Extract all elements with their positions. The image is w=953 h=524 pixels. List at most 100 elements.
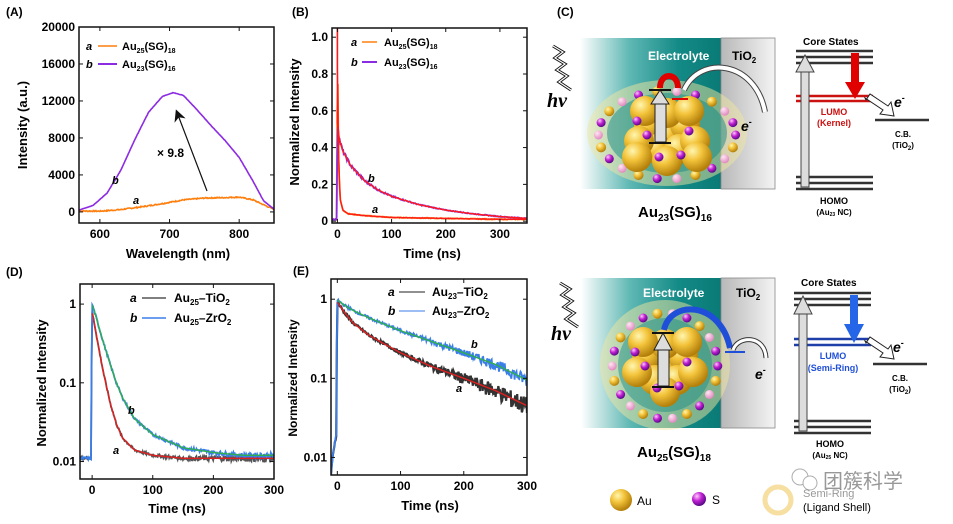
y-tick-label: 0.2 <box>311 177 328 191</box>
series-a-fit <box>336 302 527 407</box>
panel-d-frame <box>79 283 275 480</box>
ring-legend-line1: Semi-Ring <box>803 488 854 500</box>
lumo-label: LUMO <box>821 107 848 117</box>
ligand-atom <box>706 96 717 107</box>
s-atom-icon <box>692 492 706 506</box>
s-atom <box>684 126 694 136</box>
curve-label-a: a <box>456 383 462 395</box>
legend-label-b: Au23(SG)16 <box>384 57 438 71</box>
s-atom <box>632 116 642 126</box>
ligand-atom <box>638 313 648 323</box>
panel-e-ylabel: Normalized Intensity <box>286 319 300 437</box>
ligand-atom <box>704 333 714 342</box>
ligand-atom <box>652 174 662 184</box>
core-states-label: Core States <box>801 278 857 289</box>
series-a-fit <box>336 28 527 221</box>
y-tick-label: 0 <box>68 205 75 219</box>
homo-sub-label: (Au23 NC) <box>816 208 852 218</box>
injection-arrow-icon <box>863 93 895 117</box>
panel-a-legend: a Au25(SG)18 b Au23(SG)16 <box>86 41 176 73</box>
series-a-trace <box>332 83 527 222</box>
excitation-arrow-icon <box>657 347 670 387</box>
x-tick-label: 100 <box>143 483 163 497</box>
cb-sub-label: (TiO2) <box>892 141 914 152</box>
ligand-atom <box>604 154 614 164</box>
atom-legend: Au S Semi-Ring (Ligand Shell) <box>610 484 871 516</box>
legend-key-b: b <box>130 311 137 325</box>
ligand-atom <box>625 321 635 331</box>
x-tick-label: 0 <box>89 483 96 497</box>
x-tick-label: 300 <box>490 227 510 241</box>
s-legend-label: S <box>712 493 720 507</box>
ligand-shell-icon <box>762 484 794 516</box>
ligand-atom <box>596 142 607 153</box>
legend-key-b: b <box>86 59 93 71</box>
ligand-atom <box>638 409 649 419</box>
excitation-arrow-icon <box>800 69 810 188</box>
legend-label-a: Au23–TiO2 <box>432 285 488 301</box>
cluster-formula: Au25(SG)18 <box>637 444 711 464</box>
curve-label-a: a <box>133 195 139 207</box>
panel-e-legend: a Au23–TiO2 b Au23–ZrO2 <box>388 285 490 320</box>
y-tick-label: 0.1 <box>59 376 76 390</box>
core-states-label: Core States <box>803 37 859 48</box>
ligand-atom <box>625 401 635 411</box>
y-tick-label: 16000 <box>42 57 76 71</box>
x-tick-label: 700 <box>160 227 180 241</box>
panel-b-xlabel: Time (ns) <box>403 246 461 261</box>
legend-label-a: Au25–TiO2 <box>174 291 230 307</box>
panel-a-plot-area <box>79 91 274 213</box>
ligand-atom <box>710 375 721 386</box>
y-tick-label: 1 <box>320 292 327 306</box>
ligand-atom <box>653 413 662 423</box>
ligand-atom <box>652 308 663 319</box>
x-tick-label: 100 <box>382 227 402 241</box>
series-b-trace <box>332 126 527 221</box>
y-tick-label: 12000 <box>42 94 76 108</box>
x-tick-label: 300 <box>517 479 537 493</box>
x-tick-label: 0 <box>334 479 341 493</box>
cb-sub-label: (TiO2) <box>889 385 911 396</box>
ligand-atom <box>690 170 701 180</box>
legend-key-a: a <box>130 291 137 305</box>
panel-d-decay-log: (D) 0 100 200 300 0.01 0.1 1 Time (ns) Normali… <box>6 265 284 516</box>
electron-label: e- <box>894 93 905 110</box>
ligand-atom <box>596 118 606 128</box>
panel-d-ylabel: Normalized Intensity <box>34 319 49 447</box>
panel-e-decay-log: (E) 0 100 200 300 0.01 0.1 1 Time (ns) Normali… <box>286 264 537 513</box>
y-tick-label: 0.6 <box>311 104 328 118</box>
panel-e-xlabel: Time (ns) <box>401 498 459 513</box>
y-tick-label: 0.01 <box>53 455 77 469</box>
electron-label: e- <box>893 338 904 355</box>
x-tick-label: 200 <box>454 479 474 493</box>
curve-label-b: b <box>368 173 375 185</box>
ligand-atom <box>607 361 617 371</box>
ligand-atom <box>704 390 714 399</box>
ligand-atom <box>617 163 627 173</box>
y-tick-label: 0.8 <box>311 67 328 81</box>
excitation-arrow-icon <box>654 101 667 143</box>
x-tick-label: 300 <box>264 483 284 497</box>
electrolyte-label: Electrolyte <box>648 49 710 63</box>
watermark-text: 团簇科学 <box>823 470 903 493</box>
legend-label-b: Au23(SG)16 <box>122 59 176 73</box>
s-atom <box>640 361 650 371</box>
legend-label-b: Au25–ZrO2 <box>174 311 232 327</box>
electron-label: e- <box>741 117 752 134</box>
x-tick-label: 200 <box>436 227 456 241</box>
panel-b-decay: (B) 0 100 200 300 0 0.2 0.4 0.6 0.8 1.0 Time (ns)… <box>287 5 528 261</box>
y-tick-label: 0.1 <box>310 371 327 385</box>
panel-a-ylabel: Intensity (a.u.) <box>15 81 30 169</box>
y-tick-label: 4000 <box>48 168 75 182</box>
x-tick-label: 600 <box>90 227 110 241</box>
au-atom <box>674 96 704 126</box>
series-b-fit <box>336 299 527 381</box>
panel-a-label: (A) <box>6 5 23 19</box>
panel-e-ticks: 0 100 200 300 0.01 0.1 1 <box>304 279 537 493</box>
panel-d-ticks: 0 100 200 300 0.01 0.1 1 <box>53 284 284 497</box>
ligand-atom <box>609 346 619 356</box>
ligand-atom <box>609 375 620 386</box>
